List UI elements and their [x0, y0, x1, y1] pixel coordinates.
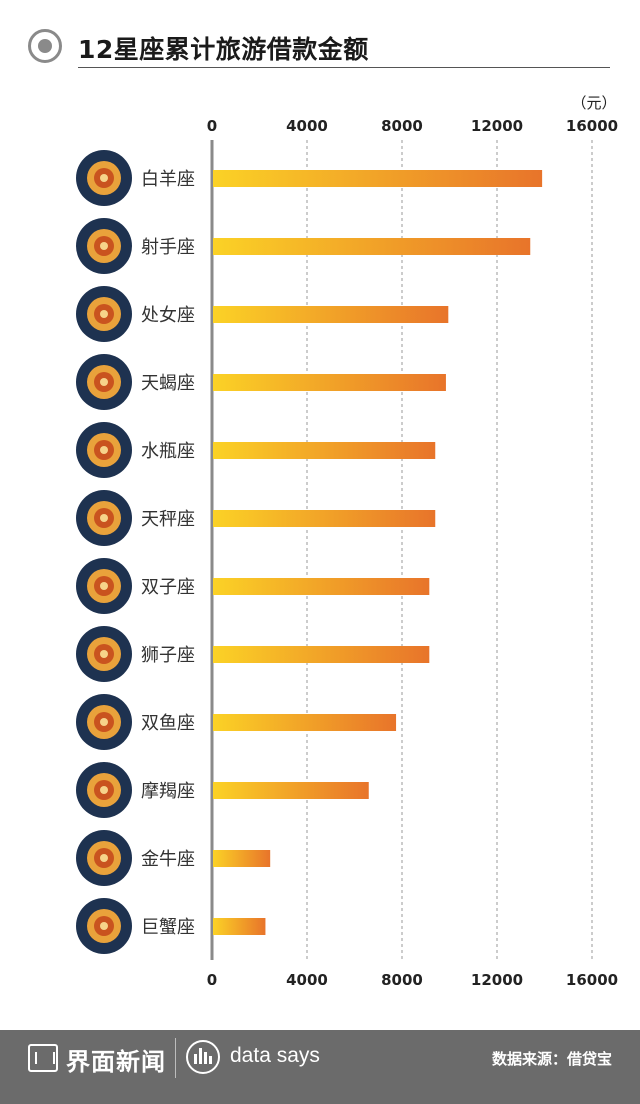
sagittarius-icon — [76, 218, 132, 274]
virgo-icon — [76, 286, 132, 342]
data-says-logo-icon — [186, 1040, 220, 1074]
x-tick-label-bottom: 4000 — [286, 971, 328, 989]
aries-icon — [76, 150, 132, 206]
x-tick-label-top: 4000 — [286, 117, 328, 135]
radio-bullet-icon — [28, 29, 62, 63]
x-tick-label-top: 0 — [207, 117, 217, 135]
x-tick-label-top: 8000 — [381, 117, 423, 135]
category-label: 金牛座 — [141, 849, 195, 870]
bar — [213, 442, 436, 459]
bar — [213, 918, 266, 935]
capricorn-icon — [76, 762, 132, 818]
pisces-icon — [76, 694, 132, 750]
page-title: 12星座累计旅游借款金额 — [78, 35, 369, 64]
x-tick-label-bottom: 0 — [207, 971, 217, 989]
category-label: 射手座 — [141, 237, 195, 258]
data-source: 数据来源：借贷宝 — [491, 1050, 612, 1068]
category-label: 双子座 — [141, 577, 195, 598]
bar — [213, 646, 430, 663]
category-label: 水瓶座 — [141, 441, 195, 462]
cancer-icon — [76, 898, 132, 954]
scorpio-icon — [76, 354, 132, 410]
gemini-icon — [76, 558, 132, 614]
x-tick-label-top: 16000 — [566, 117, 618, 135]
libra-icon — [76, 490, 132, 546]
header: 12星座累计旅游借款金额 — [0, 0, 640, 80]
bar — [213, 578, 430, 595]
unit-label: （元） — [571, 94, 616, 112]
category-label: 狮子座 — [141, 645, 195, 666]
aquarius-icon — [76, 422, 132, 478]
bar — [213, 306, 449, 323]
category-label: 巨蟹座 — [141, 917, 195, 938]
footer: 界面新闻 data says 数据来源：借贷宝 — [0, 1030, 640, 1104]
leo-icon — [76, 626, 132, 682]
brand-name: 界面新闻 — [66, 1048, 166, 1076]
bar — [213, 374, 446, 391]
bar — [213, 714, 397, 731]
bar — [213, 238, 531, 255]
category-label: 天蝎座 — [141, 373, 195, 394]
chart: （元） 0 0 4000 4000 8000 8000 12000 12000 16000 1600… — [76, 94, 618, 989]
x-tick-label-top: 12000 — [471, 117, 523, 135]
title-divider — [78, 67, 610, 68]
category-label: 处女座 — [141, 305, 195, 326]
category-label: 白羊座 — [141, 169, 195, 190]
category-label: 双鱼座 — [141, 713, 195, 734]
data-says-label: data says — [230, 1044, 320, 1067]
bar — [213, 170, 543, 187]
x-tick-label-bottom: 12000 — [471, 971, 523, 989]
x-tick-label-bottom: 16000 — [566, 971, 618, 989]
category-label: 摩羯座 — [141, 781, 195, 802]
jiemian-logo-icon — [28, 1044, 58, 1072]
bar — [213, 782, 369, 799]
x-tick-label-bottom: 8000 — [381, 971, 423, 989]
footer-divider — [175, 1038, 176, 1078]
category-label: 天秤座 — [141, 509, 195, 530]
bar — [213, 850, 271, 867]
bar — [213, 510, 436, 527]
taurus-icon — [76, 830, 132, 886]
